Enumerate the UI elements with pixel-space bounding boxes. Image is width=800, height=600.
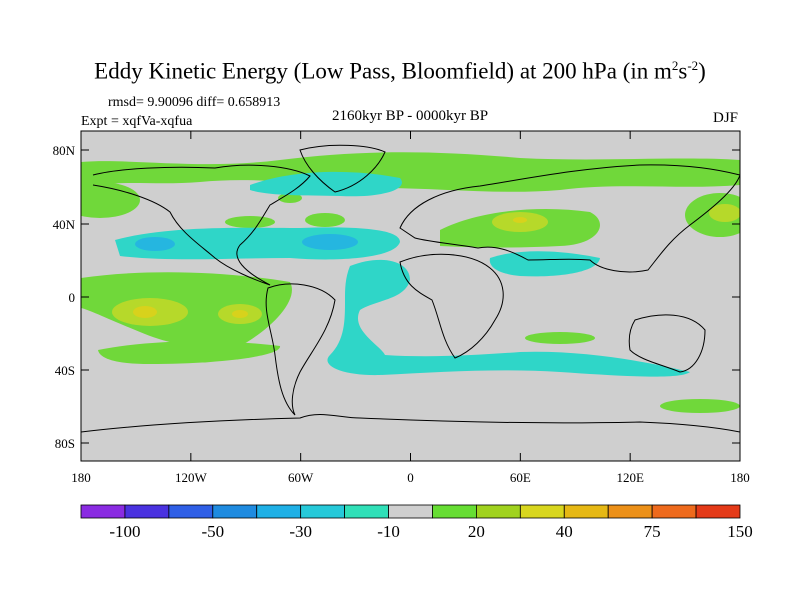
colorbar-label: -50 [201,522,224,541]
colorbar-swatch [432,504,477,519]
map-title: Eddy Kinetic Energy (Low Pass, Bloomfiel… [94,58,706,84]
lat-label: 80S [55,436,75,451]
lon-label: 180 [71,470,91,485]
colorbar-labels: -100 -50 -30 -10 20 40 75 150 [109,522,752,541]
colorbar-swatch [212,504,258,519]
colorbar-swatch [519,504,565,519]
colorbar-swatch [695,504,741,519]
colorbar-swatch [475,504,521,519]
lon-label: 0 [407,470,414,485]
colorbar-label: 150 [727,522,753,541]
colorbar-swatch [168,504,214,519]
lat-label: 0 [69,290,76,305]
season-label: DJF [712,110,738,126]
colorbar-swatch [651,504,697,519]
coast-antarctica [81,413,740,433]
coast-eurasia [399,164,740,273]
colorbar-swatch [563,504,609,519]
colorbar-label: -30 [289,522,312,541]
coast-north-america [92,164,311,286]
peak-positive-anomalies [133,217,527,318]
coast-south-america [265,283,336,416]
lat-label: 40N [53,217,76,232]
map-field [81,131,740,461]
coast-australia [628,314,706,373]
colorbar-swatch [80,504,126,519]
lon-label: 120E [616,470,644,485]
lat-label: 40S [55,363,75,378]
colorbar-swatch [344,504,389,519]
colorbar-label: 40 [556,522,573,541]
colorbar-label: 20 [468,522,485,541]
colorbar-label: 75 [644,522,661,541]
lon-label: 120W [175,470,208,485]
colorbar-swatch [300,504,345,519]
coast-greenland [299,144,386,193]
colorbar-label: -10 [377,522,400,541]
coast-africa [399,253,504,359]
colorbar-label: -100 [109,522,140,541]
coastlines [81,144,740,433]
lon-label: 60E [510,470,531,485]
experiment-label: Expt = xqfVa-xqfua [81,114,193,129]
lon-label: 60W [288,470,314,485]
longitude-ticks: 180 120W 60W 0 60E 120E 180 [71,131,750,485]
stats-text: rmsd= 9.90096 diff= 0.658913 [108,95,281,110]
latitude-ticks: 80N 40N 0 40S 80S [53,143,740,451]
colorbar-swatch [256,504,302,519]
lat-label: 80N [53,143,76,158]
colorbar-swatch [607,504,653,519]
period-label: 2160kyr BP - 0000kyr BP [331,108,489,124]
lon-label: 180 [730,470,750,485]
colorbar-swatch [124,504,170,519]
strong-negative-anomalies [135,234,358,251]
colorbar-swatch [388,504,433,519]
colorbar [80,504,741,519]
